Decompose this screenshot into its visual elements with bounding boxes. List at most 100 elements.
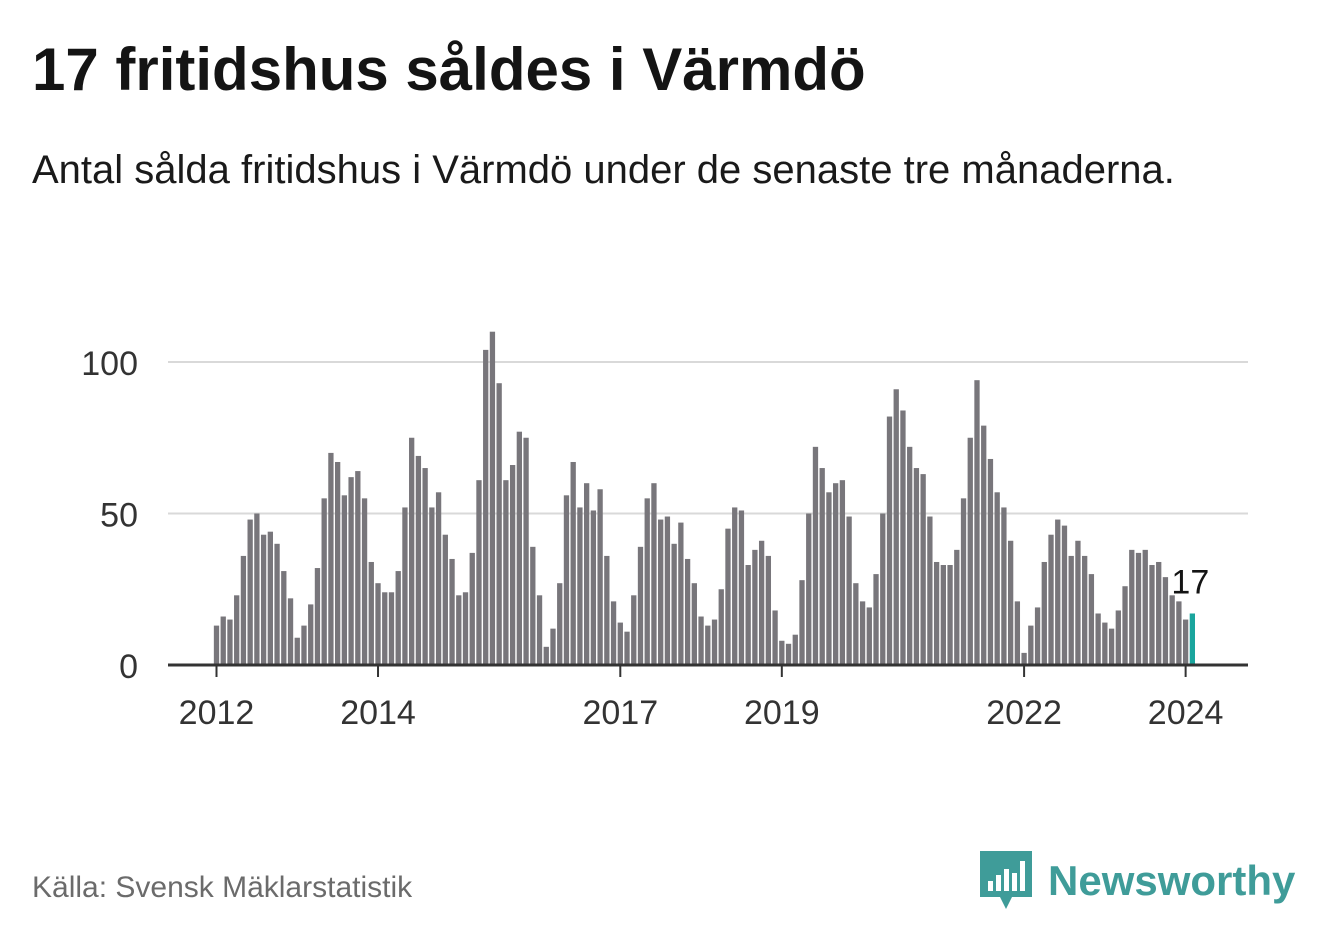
bars [213,331,1195,665]
bar [348,477,354,665]
bar [220,616,226,665]
bar [664,516,671,665]
bar [792,634,798,665]
bar [1156,561,1162,665]
bar [557,583,563,665]
bar [1176,601,1182,665]
bar [449,558,455,665]
bar [718,589,724,665]
bar [893,389,899,665]
bar [658,519,664,665]
bar [920,474,926,665]
bar [287,598,294,665]
bar [698,616,704,665]
bar [812,446,819,665]
bar [415,455,422,665]
bar [355,471,361,665]
bar [1122,586,1128,665]
bar [1169,595,1175,665]
y-tick-label: 50 [100,497,138,535]
bar [738,510,745,665]
bar [1041,561,1047,665]
bar [981,425,987,665]
bar [637,546,644,665]
bar [859,601,866,665]
bar [489,331,496,665]
bar-chart: 0 50 100 2012 2014 2017 2019 2022 2024 17 [81,331,1248,732]
bar-chart-speech-bubble-icon [980,851,1032,909]
bar [651,483,657,665]
bar-latest [1189,613,1195,665]
bar [705,625,711,665]
bar [334,461,341,665]
bar [1149,565,1155,665]
bar [247,519,253,665]
bar [644,498,650,665]
bar [1068,555,1074,665]
bar [1028,625,1034,665]
bar [294,637,300,665]
bar [1135,552,1142,665]
x-tick-label: 2022 [986,694,1062,732]
bar [1034,607,1041,665]
bar [1142,549,1148,665]
y-axis-labels: 0 50 100 [81,345,138,686]
bar [314,568,321,665]
bar [260,534,267,665]
bar [227,619,233,665]
bar [382,592,388,665]
bar [1162,577,1169,665]
bar [684,558,691,665]
bar [678,522,684,665]
bar [442,534,448,665]
x-tick-label: 2024 [1148,694,1224,732]
bar [429,507,435,665]
bar [1021,652,1027,665]
bar [940,565,946,665]
bar [1115,610,1121,665]
bar [341,495,348,665]
bar [1007,540,1014,665]
bar [590,510,597,665]
bar [516,431,522,665]
bar [711,619,718,665]
bar [745,565,751,665]
bar [536,595,543,665]
bar [785,643,792,665]
bar [1014,601,1021,665]
bar [577,507,583,665]
bar [240,555,247,665]
bar [1088,574,1095,665]
bar [1182,619,1189,665]
bar [1055,519,1061,665]
bar [483,349,489,665]
chart-title: 17 fritidshus såldes i Värmdö [32,36,866,103]
bar [967,437,973,665]
bar [732,507,738,665]
bar [765,555,772,665]
x-tick-label: 2012 [179,694,255,732]
bar [570,461,576,665]
bar [994,492,1000,665]
bar [987,458,994,665]
bar [550,628,556,665]
bar [281,571,287,665]
latest-value-label: 17 [1171,563,1209,601]
bar [927,516,933,665]
bar [799,580,805,665]
bar [779,640,785,665]
bar [361,498,368,665]
bar [974,380,980,665]
bar [395,571,401,665]
grid-lines [168,361,1248,515]
x-tick-label: 2019 [744,694,820,732]
bar [368,561,374,665]
bar [913,468,920,665]
bar [853,583,859,665]
source-credit: Källa: Svensk Mäklarstatistik [32,871,413,904]
bar [409,437,415,665]
annotations: 17 [1171,563,1209,601]
bar [308,604,314,665]
bar [900,410,906,665]
bar [1108,628,1115,665]
